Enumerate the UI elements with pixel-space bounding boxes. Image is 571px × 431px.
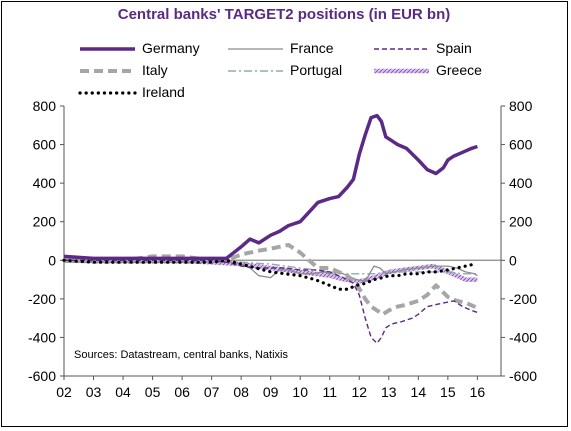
x-tick-label: 04 [115,384,131,400]
series-line-spain [64,259,478,344]
y-tick-label-left: -600 [28,368,56,384]
y-tick-label-right: -400 [509,329,537,345]
series-line-germany [63,113,478,261]
chart: Central banks' TARGET2 positions (in EUR… [28,6,537,400]
x-tick-label: 11 [322,384,337,400]
x-tick-label: 03 [86,384,102,400]
x-tick-label: 07 [204,384,220,400]
source-note: Sources: Datastream, central banks, Nati… [74,349,288,361]
y-tick-label-right: -200 [509,291,537,307]
x-tick-label: 12 [351,384,367,400]
legend-label-france: France [290,40,334,56]
series-line-italy [64,242,479,317]
x-tick-label: 08 [233,384,249,400]
y-tick-label-left: 600 [33,137,57,153]
legend-label-portugal: Portugal [290,62,342,78]
legend-label-spain: Spain [436,40,472,56]
chart-title: Central banks' TARGET2 positions (in EUR… [118,6,450,23]
legend-label-italy: Italy [142,62,168,78]
x-tick-label: 06 [174,384,190,400]
legend-label-greece: Greece [436,62,482,78]
y-tick-label-right: 800 [509,98,533,114]
x-tick-label: 15 [440,384,456,400]
x-tick-label: 14 [411,384,427,400]
x-tick-label: 13 [381,384,397,400]
x-tick-label: 05 [145,384,161,400]
y-tick-label-right: 200 [509,214,533,230]
series-line-ireland [62,258,476,291]
y-tick-label-left: -400 [28,329,56,345]
y-tick-label-left: 0 [48,252,56,268]
axes: -600 -600 -400 -400 -200 -200 0 0 200 200 400 400 60… [28,98,537,400]
y-tick-label-left: 200 [33,214,57,230]
x-tick-label: 02 [56,384,72,400]
x-tick-label: 16 [470,384,486,400]
x-tick-label: 09 [263,384,279,400]
y-tick-label-right: -600 [509,368,537,384]
y-tick-label-left: -200 [28,291,56,307]
series-group [62,113,479,344]
legend-label-germany: Germany [142,40,200,56]
legend: Germany France Spain Italy Portugal Greece Ire… [78,40,482,100]
y-tick-label-left: 400 [33,175,57,191]
y-tick-label-right: 600 [509,137,533,153]
legend-label-ireland: Ireland [142,84,185,100]
y-tick-label-left: 800 [33,98,57,114]
y-tick-label-right: 0 [509,252,517,268]
y-tick-label-right: 400 [509,175,533,191]
x-tick-label: 10 [292,384,308,400]
